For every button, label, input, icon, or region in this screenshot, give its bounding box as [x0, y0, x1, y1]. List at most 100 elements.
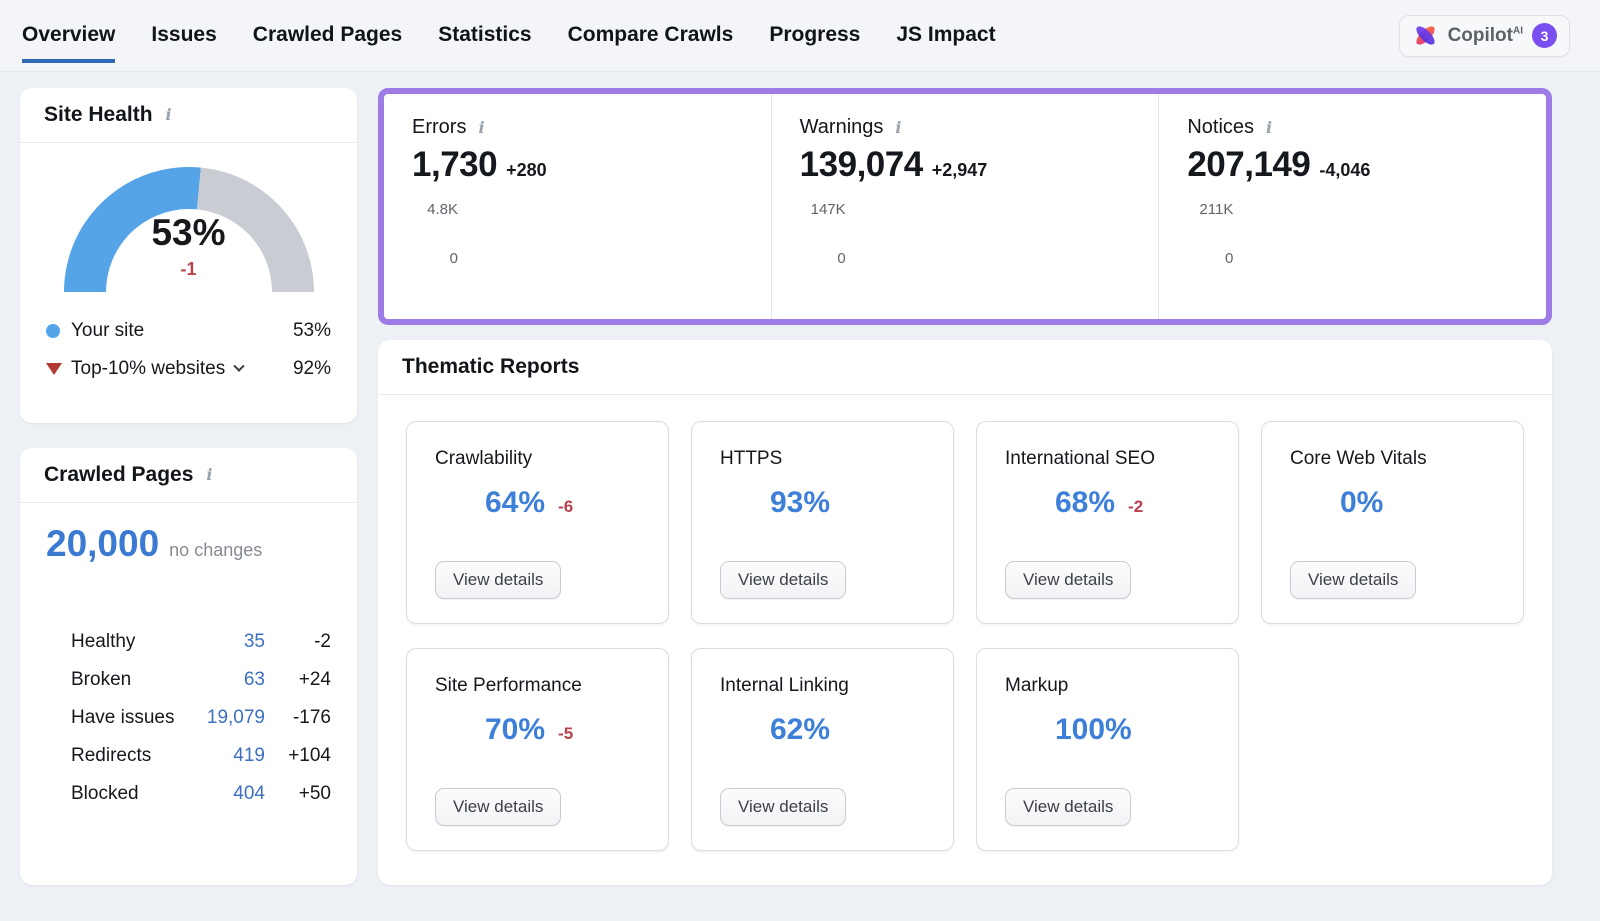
thematic-reports-grid: Crawlability 64% -6 View details HTTPS 9…	[378, 395, 1552, 877]
top10-label[interactable]: Top-10% websites	[71, 358, 226, 379]
info-icon[interactable]: i	[165, 105, 172, 124]
healthy-value[interactable]: 35	[243, 631, 265, 652]
thematic-donut	[435, 484, 472, 521]
card-title: Site Performance	[435, 675, 582, 696]
thematic-card-site-performance: Site Performance 70% -5 View details	[406, 648, 669, 851]
tab-crawled-pages[interactable]: Crawled Pages	[252, 22, 403, 46]
copilot-label: CopilotAI	[1447, 24, 1523, 46]
tab-progress[interactable]: Progress	[769, 22, 861, 46]
site-health-score: 53%	[151, 212, 226, 253]
thematic-donut	[1005, 711, 1042, 748]
tab-overview[interactable]: Overview	[22, 9, 116, 63]
view-details-button[interactable]: View details	[435, 561, 562, 599]
errors-value[interactable]: 1,730	[412, 145, 498, 184]
crawled-row-broken: Broken 63 +24	[46, 661, 331, 699]
view-details-button[interactable]: View details	[1005, 788, 1132, 826]
stat-sparkline	[468, 201, 743, 267]
warnings-title: Warnings	[799, 116, 884, 138]
warnings-value[interactable]: 139,074	[799, 145, 924, 184]
healthy-dot	[46, 635, 60, 649]
thematic-card-crawlability: Crawlability 64% -6 View details	[406, 421, 669, 624]
thematic-donut	[720, 484, 757, 521]
card-percent: 68%	[1055, 485, 1116, 519]
site-health-title: Site Health	[44, 103, 153, 126]
chevron-down-icon[interactable]	[233, 360, 245, 372]
redirects-label: Redirects	[71, 745, 152, 766]
site-health-gauge: 53% -1	[63, 167, 314, 294]
notices-y-axis: 211K 0	[1199, 201, 1234, 267]
thematic-card-markup: Markup 100% View details	[976, 648, 1239, 851]
view-details-button[interactable]: View details	[1290, 561, 1417, 599]
legend-row-your-site: Your site 53%	[46, 312, 331, 350]
thematic-donut	[1290, 484, 1327, 521]
card-percent: 0%	[1340, 485, 1384, 519]
card-delta: -6	[558, 497, 574, 516]
have-issues-delta: -176	[292, 707, 331, 728]
stat-notices: Notices i 207,149 -4,046 211K 0	[1158, 94, 1546, 319]
tab-issues[interactable]: Issues	[151, 22, 217, 46]
your-site-label: Your site	[71, 320, 145, 341]
notices-delta: -4,046	[1319, 160, 1371, 180]
card-title: Core Web Vitals	[1290, 448, 1427, 469]
thematic-card-internal-linking: Internal Linking 62% View details	[691, 648, 954, 851]
legend-row-top10: Top-10% websites 92%	[46, 350, 331, 388]
top10-value: 92%	[292, 358, 331, 379]
blocked-delta: +50	[298, 783, 331, 804]
card-percent: 64%	[485, 485, 546, 519]
crawled-pages-total[interactable]: 20,000	[46, 523, 160, 564]
view-details-button[interactable]: View details	[1005, 561, 1132, 599]
view-details-button[interactable]: View details	[435, 788, 562, 826]
thematic-donut	[1005, 484, 1042, 521]
crawled-row-redirects: Redirects 419 +104	[46, 737, 331, 775]
info-icon[interactable]: i	[1266, 117, 1273, 137]
broken-value[interactable]: 63	[243, 669, 265, 690]
blocked-dot	[46, 787, 60, 801]
thematic-reports-panel: Thematic Reports Crawlability 64% -6 Vie…	[378, 340, 1552, 885]
tab-js-impact[interactable]: JS Impact	[896, 22, 996, 46]
thematic-donut	[720, 711, 757, 748]
redirects-value[interactable]: 419	[233, 745, 265, 766]
thematic-card-https: HTTPS 93% View details	[691, 421, 954, 624]
have-issues-value[interactable]: 19,079	[206, 707, 265, 728]
crawled-pages-card: Crawled Pages i 20,000 no changes Health…	[20, 448, 357, 885]
info-icon[interactable]: i	[478, 117, 485, 137]
card-delta: -5	[558, 724, 574, 743]
info-icon[interactable]: i	[206, 465, 213, 484]
broken-label: Broken	[71, 669, 132, 690]
stat-sparkline	[856, 201, 1131, 267]
left-sidebar: Site Health i 53% -1 Your site 53%	[20, 88, 357, 885]
broken-delta: +24	[298, 669, 331, 690]
card-percent: 62%	[770, 712, 831, 746]
thematic-card-international-seo: International SEO 68% -2 View details	[976, 421, 1239, 624]
notices-value[interactable]: 207,149	[1187, 145, 1311, 184]
view-details-button[interactable]: View details	[720, 788, 847, 826]
stat-sparkline	[1243, 201, 1518, 267]
thematic-reports-title: Thematic Reports	[402, 355, 580, 378]
redirects-dot	[46, 749, 60, 763]
view-details-button[interactable]: View details	[720, 561, 847, 599]
copilot-button[interactable]: CopilotAI 3	[1398, 14, 1570, 57]
thematic-donut	[435, 711, 472, 748]
card-title: HTTPS	[720, 448, 783, 469]
broken-dot	[46, 673, 60, 687]
errors-title: Errors	[412, 116, 467, 138]
tab-statistics[interactable]: Statistics	[438, 22, 532, 46]
your-site-dot	[46, 324, 60, 338]
your-site-value: 53%	[292, 320, 331, 341]
card-percent: 70%	[485, 712, 546, 746]
blocked-label: Blocked	[71, 783, 139, 804]
top10-triangle-icon	[46, 363, 62, 375]
card-percent: 100%	[1055, 712, 1132, 746]
blocked-value[interactable]: 404	[233, 783, 265, 804]
crawled-row-blocked: Blocked 404 +50	[46, 775, 331, 813]
info-icon[interactable]: i	[895, 117, 902, 137]
crawled-row-have-issues: Have issues 19,079 -176	[46, 699, 331, 737]
top-nav: Overview Issues Crawled Pages Statistics…	[0, 0, 1600, 72]
issues-stats-panel: Errors i 1,730 +280 4.8K 0 Warnings	[378, 88, 1552, 325]
card-delta: -2	[1128, 497, 1144, 516]
stat-warnings: Warnings i 139,074 +2,947 147K 0	[770, 94, 1159, 319]
site-health-card: Site Health i 53% -1 Your site 53%	[20, 88, 357, 423]
tab-compare-crawls[interactable]: Compare Crawls	[567, 22, 734, 46]
card-title: International SEO	[1005, 448, 1155, 469]
have-issues-dot	[46, 711, 60, 725]
